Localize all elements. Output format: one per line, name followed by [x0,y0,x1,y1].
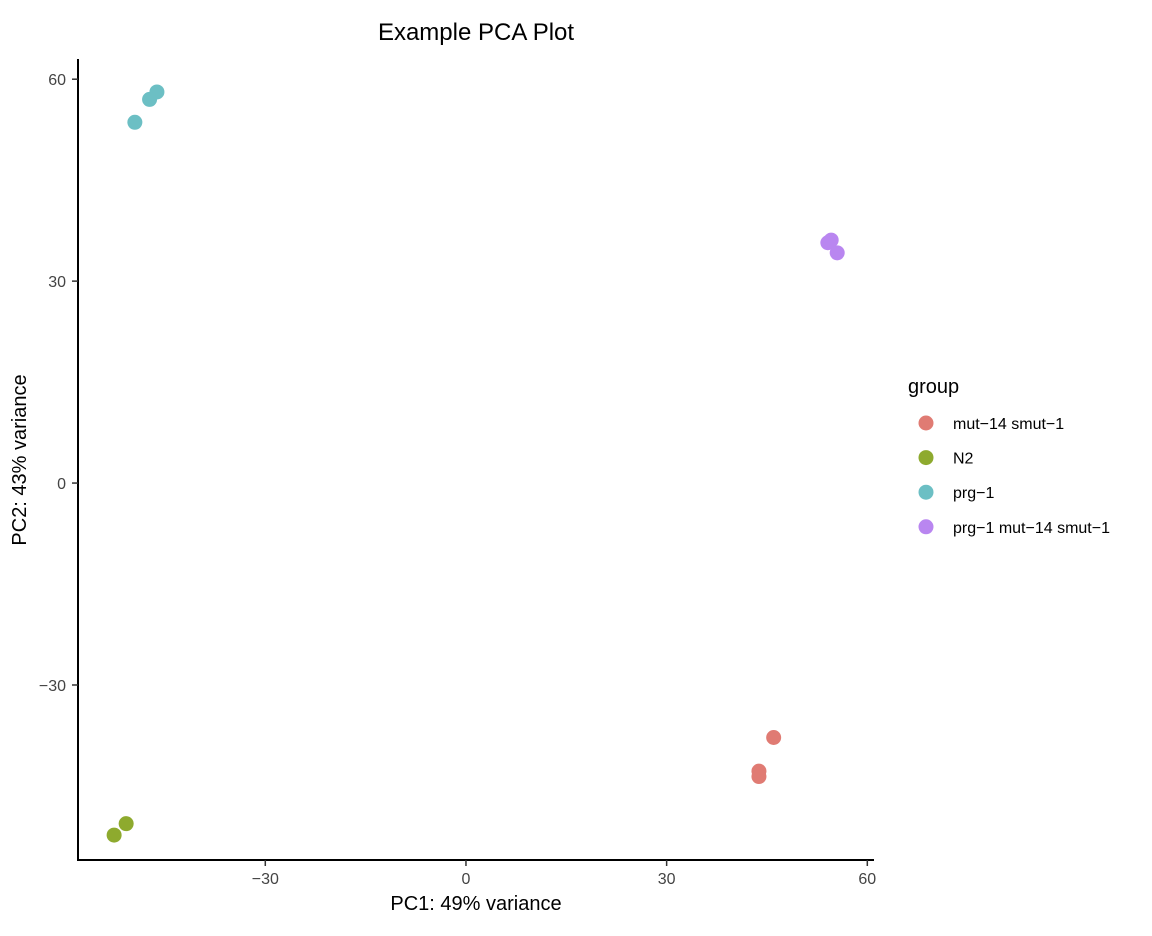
plot-area: −30 0 30 60 −30 0 30 60 [39,59,876,888]
legend-label: prg−1 mut−14 smut−1 [953,520,1110,537]
data-point [829,245,845,261]
data-point [118,816,134,832]
y-axis-ticks: −30 0 30 60 [39,72,78,695]
legend-label: N2 [953,451,974,468]
x-axis-ticks: −30 0 30 60 [252,860,876,888]
x-tick-label: −30 [252,871,279,888]
y-tick-label: 0 [57,476,66,493]
x-tick-label: 0 [462,871,471,888]
x-tick-label: 30 [658,871,676,888]
legend-key [918,415,934,431]
x-axis-title: PC1: 49% variance [390,893,561,915]
data-points [106,84,845,843]
chart-title: Example PCA Plot [378,19,574,46]
data-point [142,91,158,107]
legend-key [918,519,934,535]
legend-label: mut−14 smut−1 [953,416,1064,433]
x-tick-label: 60 [858,871,876,888]
legend-items: mut−14 smut−1 N2 prg−1 prg−1 mut−14 smut−1 [918,415,1110,537]
data-point [127,114,143,130]
data-point [106,827,122,843]
y-tick-label: 60 [48,72,66,89]
legend-key [918,484,934,500]
legend-key [918,450,934,466]
y-tick-label: −30 [39,678,66,695]
y-tick-label: 30 [48,274,66,291]
data-point [766,729,782,745]
data-point [820,235,836,251]
legend-title: group [908,376,959,398]
legend-label: prg−1 [953,485,994,502]
data-point [751,769,767,785]
legend: group mut−14 smut−1 N2 prg−1 prg−1 mut−14 s… [908,376,1110,537]
y-axis-title: PC2: 43% variance [9,374,31,545]
